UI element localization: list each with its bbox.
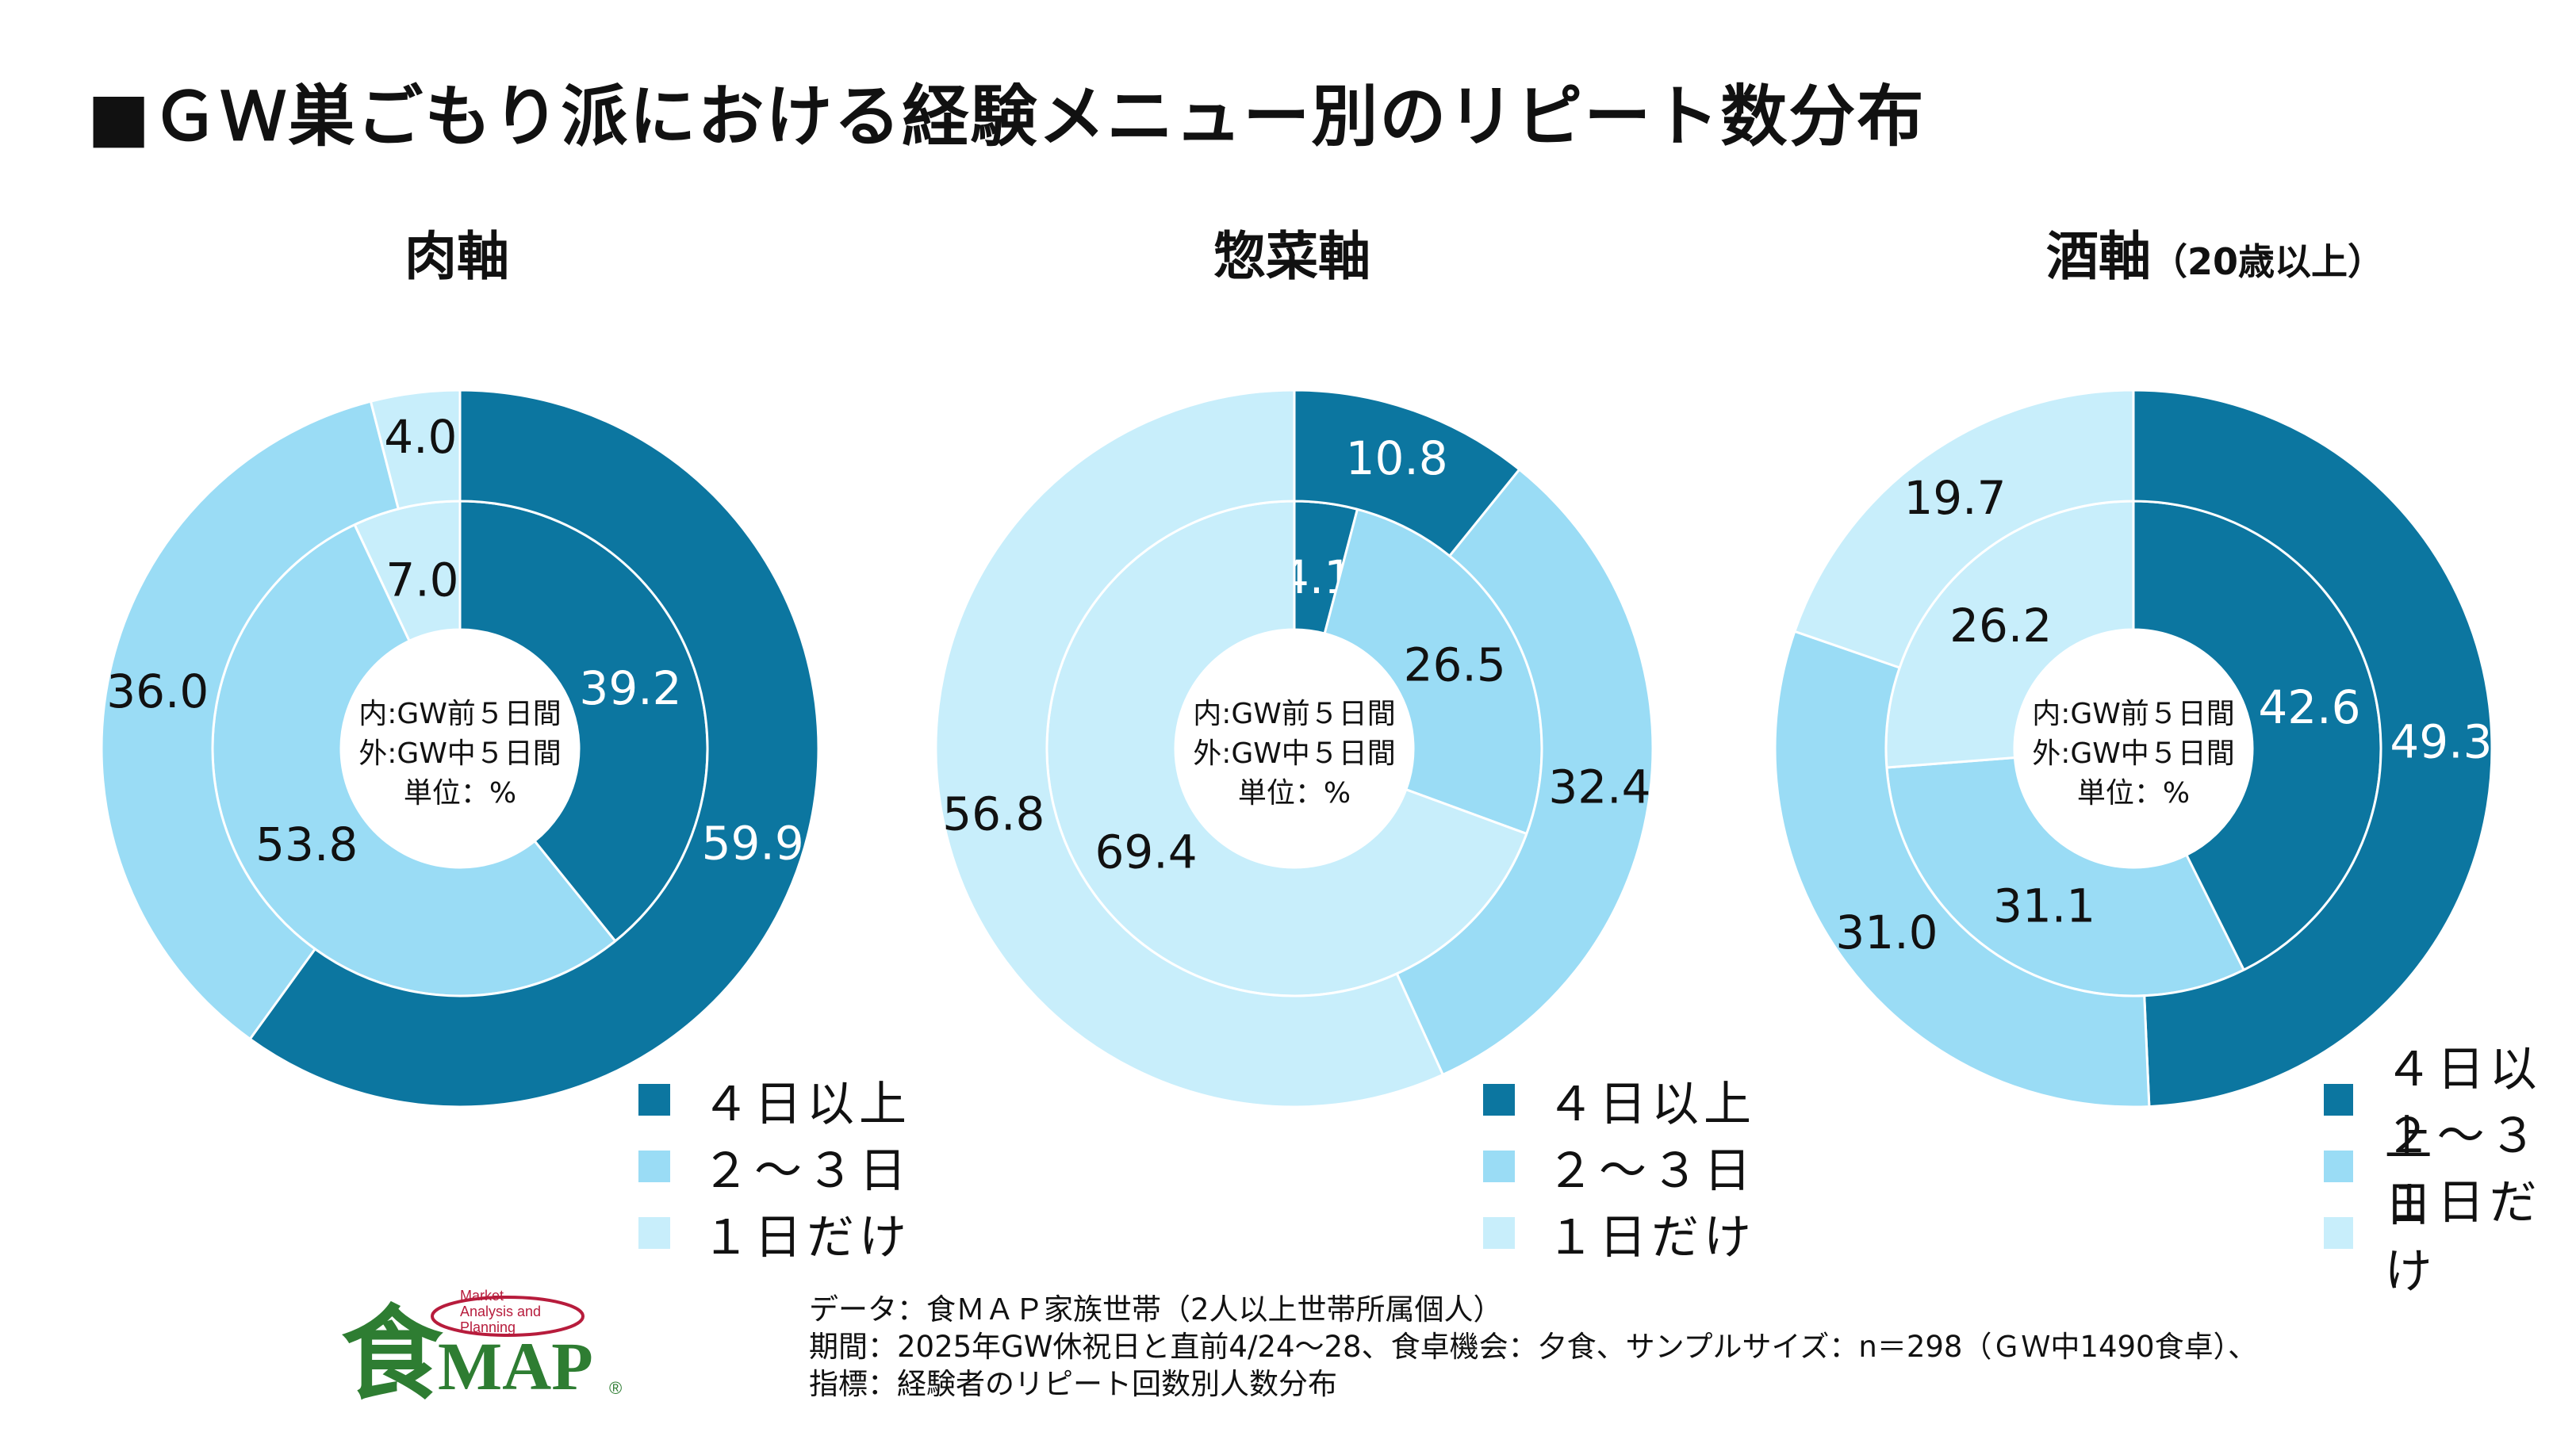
legend-item: １日だけ	[1483, 1200, 1756, 1266]
legend-item: ４日以上	[2324, 1042, 2576, 1166]
chart-title-text: 酒軸	[2046, 226, 2151, 287]
donut-hole	[341, 630, 579, 867]
legend-swatch	[1483, 1084, 1515, 1116]
legend-label: ４日以上	[1547, 1076, 1756, 1132]
data-label: 59.9	[702, 816, 804, 870]
legend-label: ２～３日	[702, 1143, 911, 1199]
page-title: ■ＧＷ巣ごもり派における経験メニュー別のリピート数分布	[87, 78, 1926, 155]
data-label: 4.0	[384, 410, 457, 464]
data-label: 69.4	[1094, 825, 1197, 879]
data-label: 36.0	[106, 664, 209, 718]
data-label: 39.2	[579, 661, 681, 715]
legend-label: ４日以上	[2384, 1042, 2542, 1166]
footer-data-source: データ：食ＭＡＰ家族世帯（2人以上世帯所属個人）	[809, 1292, 1503, 1327]
donut-slice	[1792, 389, 2135, 669]
data-label: 42.6	[2258, 680, 2360, 734]
data-label: 10.8	[1346, 431, 1448, 485]
logo-tagline-1: Market	[460, 1288, 504, 1304]
logo-tagline-3: Planning	[460, 1319, 516, 1335]
center-label: 単位：%	[2077, 777, 2190, 810]
donut-slice	[1395, 468, 1654, 1077]
donut-chart-deli: 4.126.569.410.832.456.8内:GW前５日間外:GW中５日間単…	[934, 389, 1654, 1108]
legend-label: １日だけ	[702, 1209, 911, 1265]
footer-metric: 指標：経験者のリピート回数別人数分布	[809, 1367, 1337, 1401]
chart-subtitle: （20歳以上）	[2151, 240, 2385, 283]
donut-chart-meat: 39.2 53.8 7.0 59.9 36.0 4.0 内:GW前５日間外:GW中５日間単位…	[100, 389, 820, 1108]
chart-title-text: 肉軸	[404, 226, 509, 287]
legend-swatch	[1483, 1217, 1515, 1249]
data-label: 7.0	[385, 553, 458, 607]
legend-swatch	[1483, 1151, 1515, 1182]
donut-hole	[1175, 630, 1413, 867]
center-label: 外:GW中５日間	[358, 737, 562, 770]
chart-title-meat: 肉軸	[404, 214, 509, 290]
center-label: 単位：%	[1238, 777, 1351, 810]
center-label: 単位：%	[404, 777, 516, 810]
center-label: 外:GW中５日間	[1193, 737, 1396, 770]
legend-label: ２～３日	[1547, 1143, 1756, 1199]
donut-slice	[2132, 389, 2494, 1108]
data-label: 49.3	[2390, 714, 2492, 768]
logo-tagline-2: Analysis and	[460, 1304, 541, 1319]
data-label: 26.2	[1949, 599, 2052, 653]
data-label: 31.1	[1993, 879, 2095, 932]
center-label: 内:GW前５日間	[2032, 698, 2235, 730]
data-label: 31.0	[1835, 906, 1938, 959]
legend-item: ２～３日	[1483, 1133, 1756, 1200]
chart-title-text: 惣菜軸	[1213, 226, 1370, 287]
donut-slice	[369, 389, 462, 511]
shokumap-logo: 食 MAP ® Market Analysis and Planning	[341, 1288, 622, 1403]
legend-item: ４日以上	[1483, 1066, 1756, 1133]
donut-slice	[100, 400, 401, 1041]
legend-label: １日だけ	[1547, 1209, 1756, 1265]
legend-label: ２～３日	[2384, 1108, 2542, 1233]
data-label: 32.4	[1548, 760, 1650, 814]
legend-label: １日だけ	[2384, 1175, 2542, 1300]
chart-title-deli: 惣菜軸	[1213, 214, 1370, 290]
logo-swoosh	[431, 1296, 585, 1337]
legend-label: ４日以上	[702, 1076, 911, 1132]
legend-item: ２～３日	[638, 1133, 911, 1200]
donut-slice	[934, 389, 1445, 1108]
legend-item: １日だけ	[638, 1200, 911, 1266]
legend-swatch	[2324, 1084, 2353, 1116]
logo-text: MAP	[438, 1328, 593, 1403]
legend-swatch	[638, 1217, 670, 1249]
chart-title-alcohol: 酒軸（20歳以上）	[2046, 214, 2384, 290]
donut-slice	[248, 389, 820, 1108]
legend-item: ２～３日	[2324, 1108, 2576, 1233]
legend-swatch	[2324, 1217, 2353, 1249]
logo-registered-mark: ®	[609, 1378, 622, 1398]
center-label: 内:GW前５日間	[1193, 698, 1396, 730]
legend-swatch	[638, 1151, 670, 1182]
center-label: 外:GW中５日間	[2032, 737, 2235, 770]
legend: ４日以上 ２～３日 １日だけ	[638, 1066, 911, 1266]
legend: ４日以上 ２～３日 １日だけ	[2324, 1042, 2576, 1300]
donut-hole	[2014, 630, 2252, 867]
center-label: 内:GW前５日間	[358, 698, 562, 730]
legend-swatch	[2324, 1151, 2353, 1182]
legend-item: １日だけ	[2324, 1175, 2576, 1300]
data-label: 56.8	[942, 787, 1045, 840]
donut-chart-alcohol: 42.6 31.1 26.2 49.3 31.0 19.7 内:GW前５日間外:GW中５日間…	[1773, 389, 2494, 1108]
footer-notes: データ：食ＭＡＰ家族世帯（2人以上世帯所属個人） 期間：2025年GW休祝日と直…	[809, 1291, 2257, 1403]
data-label: 26.5	[1404, 638, 1506, 692]
logo-kanji: 食	[341, 1295, 443, 1403]
legend-swatch	[638, 1084, 670, 1116]
donut-slice	[1773, 630, 2151, 1108]
data-label: 19.7	[1903, 471, 2006, 525]
data-label: 53.8	[255, 817, 358, 871]
footer-period: 期間：2025年GW休祝日と直前4/24～28、食卓機会：夕食、サンプルサイズ：…	[809, 1330, 2258, 1364]
legend: ４日以上 ２～３日 １日だけ	[1483, 1066, 1756, 1266]
legend-item: ４日以上	[638, 1066, 911, 1133]
